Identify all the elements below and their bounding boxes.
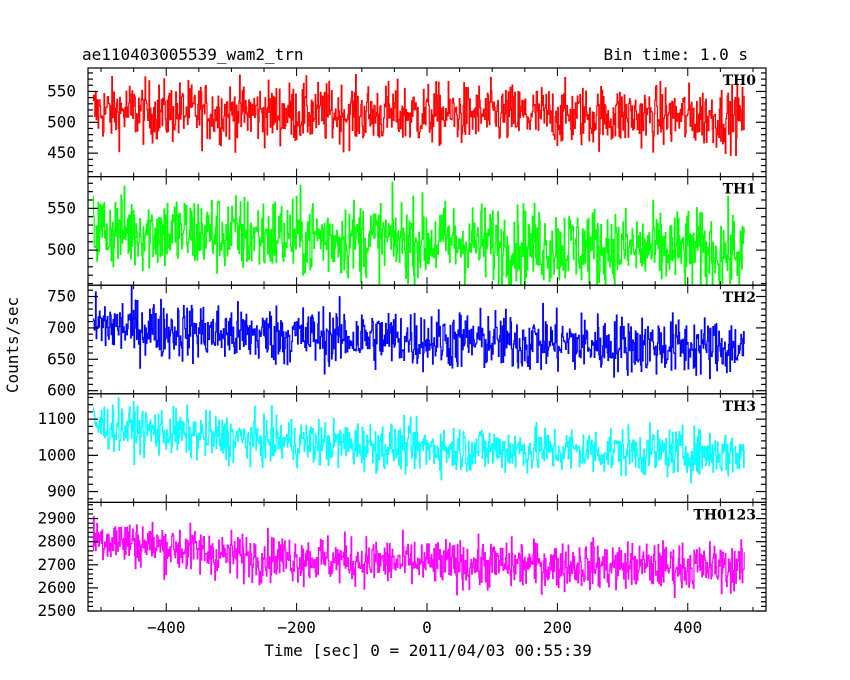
y-tick-label: 650 — [47, 349, 76, 368]
panel-label: TH0123 — [693, 507, 756, 523]
x-tick-label: 0 — [422, 618, 432, 637]
panel-th0: 450 500 550 TH0 — [47, 67, 767, 178]
series-line-th0123 — [92, 516, 745, 598]
panel-label: TH3 — [723, 399, 756, 415]
y-tick-label: 700 — [47, 318, 76, 337]
panel-th0123: 2500 2600 2700 2800 2900 TH0123 — [37, 501, 767, 620]
x-axis-label: Time [sec] 0 = 2011/04/03 00:55:39 — [264, 641, 592, 660]
y-tick-label: 2700 — [37, 555, 76, 574]
panel-th3: 900 1000 1100 TH3 — [37, 393, 767, 503]
panel-th1: 500 550 TH1 — [47, 176, 767, 286]
y-axis-label: Counts/sec — [3, 297, 22, 393]
series-line-th2 — [92, 285, 745, 380]
panel-label: TH0 — [723, 73, 757, 89]
y-tick-label: 1100 — [37, 409, 76, 428]
series-line-th3 — [92, 397, 745, 484]
panels-group: 450 500 550 TH0 500 550 TH1 600 650 700 750 TH2 900 1… — [37, 67, 767, 620]
x-axis: −400 −200 0 200 400 — [147, 618, 702, 637]
y-tick-label: 750 — [47, 286, 76, 305]
panel-label: TH1 — [723, 182, 756, 198]
y-tick-label: 600 — [47, 381, 76, 400]
y-tick-label: 1000 — [37, 445, 76, 464]
y-tick-label: 2800 — [37, 532, 76, 551]
chart-title-right: Bin time: 1.0 s — [604, 45, 749, 64]
y-tick-label: 550 — [47, 198, 76, 217]
y-tick-label: 2900 — [37, 509, 76, 528]
panel-label: TH2 — [723, 290, 756, 306]
y-tick-label: 2600 — [37, 578, 76, 597]
x-tick-label: 400 — [673, 618, 702, 637]
series-line-th1 — [92, 181, 745, 286]
x-tick-label: −200 — [277, 618, 316, 637]
series-line-th0 — [92, 73, 745, 156]
y-tick-label: 500 — [47, 240, 76, 259]
y-tick-label: 900 — [47, 482, 76, 501]
y-tick-label: 450 — [47, 143, 76, 162]
panel-th2: 600 650 700 750 TH2 — [47, 284, 767, 400]
y-tick-label: 500 — [47, 112, 76, 131]
y-tick-label: 550 — [47, 81, 76, 100]
x-tick-label: 200 — [543, 618, 572, 637]
chart-title-left: ae110403005539_wam2_trn — [82, 45, 304, 64]
y-tick-label: 2500 — [37, 601, 76, 620]
x-tick-label: −400 — [147, 618, 186, 637]
